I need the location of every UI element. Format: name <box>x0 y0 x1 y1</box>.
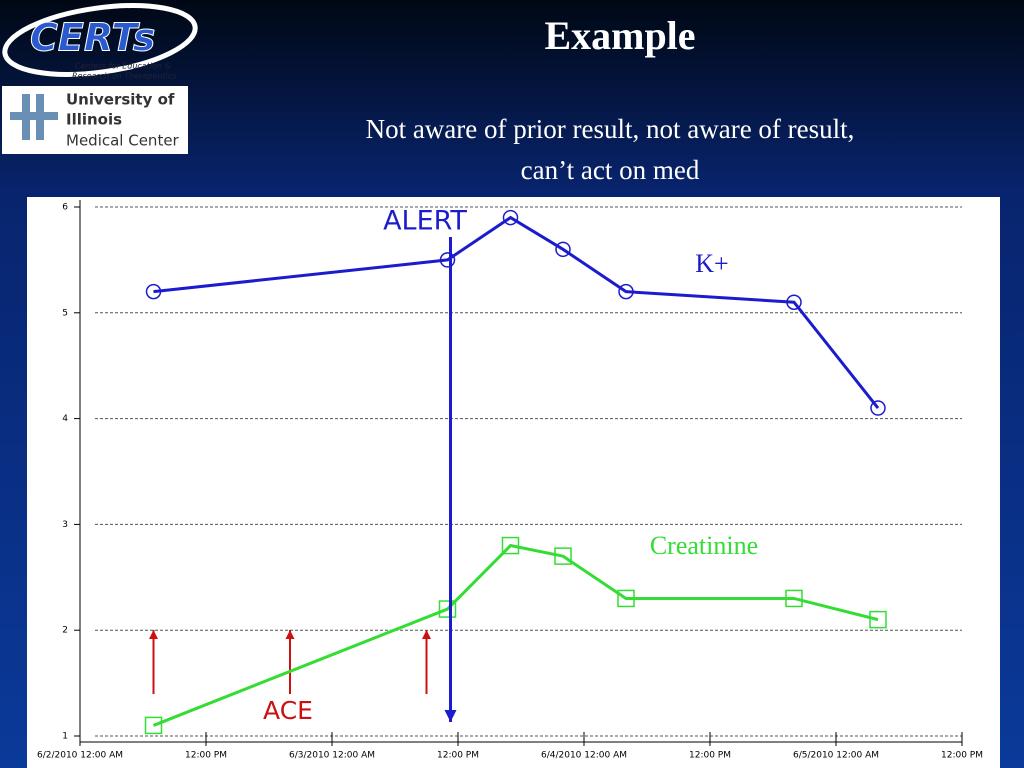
x-tick-label: 6/3/2010 12:00 AM <box>289 751 375 761</box>
series-line <box>153 215 880 409</box>
certs-name: CERTs <box>30 16 155 60</box>
certs-logo: CERTs Centers for Education & Research o… <box>2 3 198 81</box>
y-tick-label: 4 <box>62 414 68 424</box>
x-tick-label: 12:00 PM <box>941 751 983 761</box>
x-tick-label: 6/2/2010 12:00 AM <box>37 751 123 761</box>
slide-subtitle: can’t act on med <box>521 155 700 185</box>
ace-arrow-head <box>422 630 431 639</box>
y-tick-label: 3 <box>62 520 68 530</box>
marker <box>438 600 457 618</box>
ace-arrow-head <box>149 630 158 639</box>
y-tick-label: 2 <box>62 626 68 636</box>
slide-title: Example <box>544 13 695 58</box>
illinois-line: Illinois <box>66 111 122 129</box>
marker <box>554 547 572 565</box>
marker <box>869 610 887 629</box>
alert-arrow-head <box>444 710 457 722</box>
illinois-line: Medical Center <box>66 132 180 150</box>
series-line <box>152 543 879 727</box>
x-tick-label: 12:00 PM <box>689 751 731 761</box>
x-tick-label: 6/5/2010 12:00 AM <box>793 751 879 761</box>
alert-label: ALERT <box>383 206 467 237</box>
x-tick-label: 6/4/2010 12:00 AM <box>541 751 627 761</box>
marker <box>785 589 803 608</box>
x-tick-label: 12:00 PM <box>185 751 227 761</box>
ace-arrow-head <box>285 630 295 639</box>
marker <box>439 252 456 268</box>
chart-panel <box>27 197 1000 768</box>
x-tick-label: 12:00 PM <box>437 751 479 761</box>
certs-tagline: Centers for Education & <box>75 62 171 71</box>
marker <box>786 294 802 310</box>
marker <box>870 400 886 416</box>
certs-tagline: Research on Therapeutics <box>72 72 176 81</box>
illinois-line: University of <box>66 91 175 109</box>
y-tick-label: 6 <box>62 203 68 213</box>
slide-subtitle: Not aware of prior result, not aware of … <box>366 114 855 144</box>
marker <box>617 589 635 608</box>
y-tick-label: 1 <box>62 732 68 742</box>
legend-label: Creatinine <box>650 531 758 560</box>
marker <box>145 283 162 300</box>
y-tick-label: 5 <box>62 308 68 318</box>
marker <box>555 241 571 258</box>
marker <box>144 716 163 735</box>
legend-label: K+ <box>695 249 728 278</box>
marker <box>502 209 519 226</box>
marker <box>618 283 634 300</box>
illinois-logo: University of Illinois Medical Center <box>2 86 188 154</box>
ace-label: ACE <box>263 696 313 725</box>
marker <box>501 536 520 555</box>
